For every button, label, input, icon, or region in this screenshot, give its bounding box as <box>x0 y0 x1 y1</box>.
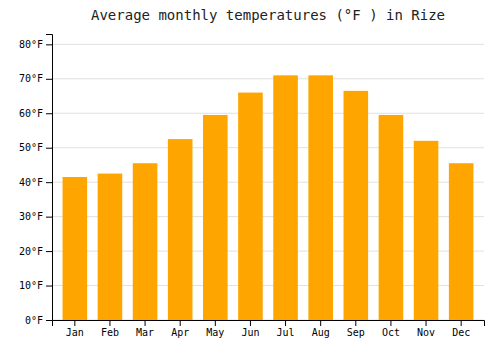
y-tick: 0°F <box>25 315 52 326</box>
x-tick: Dec <box>452 320 470 338</box>
bar <box>238 93 263 320</box>
y-tick: 50°F <box>19 142 52 153</box>
grid-line <box>52 44 484 45</box>
x-tick: Jan <box>66 320 84 338</box>
y-tick: 40°F <box>19 177 52 188</box>
x-tick-label: Oct <box>382 327 400 338</box>
bar <box>168 139 193 320</box>
x-tick-label: Mar <box>136 327 154 338</box>
x-tick-label: Dec <box>452 327 470 338</box>
x-tick-mark <box>74 320 75 326</box>
bar <box>344 91 369 320</box>
plot: 0°F 10°F 20°F 30°F 40°F 50°F 60°F 70°F 80°F Jan Fe… <box>19 35 485 339</box>
x-tick-mark <box>355 320 356 326</box>
y-tick-mark <box>46 320 52 321</box>
y-tick: 60°F <box>19 108 52 119</box>
x-tick-mark <box>285 320 286 326</box>
y-tick: 80°F <box>19 39 52 50</box>
bars <box>63 75 474 320</box>
x-tick: Jun <box>241 320 259 338</box>
x-tick-mark <box>145 320 146 326</box>
y-tick: 20°F <box>19 246 52 257</box>
y-tick: 30°F <box>19 211 52 222</box>
x-tick-label: Sep <box>347 327 365 338</box>
y-tick-label: 80°F <box>19 39 43 50</box>
x-tick-mark <box>109 320 110 326</box>
x-tick-label: Aug <box>312 327 330 338</box>
x-tick: May <box>206 320 224 338</box>
x-tick-mark <box>320 320 321 326</box>
y-tick-label: 0°F <box>25 315 43 326</box>
y-tick-label: 10°F <box>19 280 43 291</box>
grid-line <box>52 78 484 79</box>
y-tick-label: 20°F <box>19 246 43 257</box>
x-tick-label: Nov <box>417 327 435 338</box>
x-tick: Sep <box>347 320 365 338</box>
y-tick-mark <box>46 79 52 80</box>
chart: 0°F 10°F 20°F 30°F 40°F 50°F 60°F 70°F 80°F Jan Fe… <box>0 0 500 350</box>
x-axis: Jan Feb Mar Apr May Jun Jul Aug Sep Oct Nov Dec <box>53 320 485 338</box>
y-tick-mark <box>46 148 52 149</box>
y-tick-label: 70°F <box>19 73 43 84</box>
y-tick-mark <box>46 251 52 252</box>
x-tick-label: Apr <box>171 327 189 338</box>
grid <box>52 44 484 320</box>
x-tick: Feb <box>101 320 119 338</box>
y-tick-mark <box>46 44 52 45</box>
x-tick-label: Jun <box>241 327 259 338</box>
x-tick: Mar <box>136 320 154 338</box>
y-tick-label: 40°F <box>19 177 43 188</box>
y-tick-mark <box>46 217 52 218</box>
grid-line <box>52 113 484 114</box>
y-axis-line <box>46 35 53 321</box>
bar <box>449 163 474 320</box>
x-tick-mark <box>180 320 181 326</box>
bar <box>98 174 123 320</box>
bar <box>273 75 298 320</box>
x-tick-mark <box>461 320 462 326</box>
y-tick-mark <box>46 113 52 114</box>
x-tick-label: Feb <box>101 327 119 338</box>
x-tick-label: May <box>206 327 224 338</box>
bar <box>308 75 333 320</box>
title: Average monthly temperatures (°F ) in Ri… <box>91 7 445 23</box>
x-tick: Jul <box>277 320 295 338</box>
x-tick-label: Jul <box>277 327 295 338</box>
y-tick-mark <box>46 286 52 287</box>
y-axis: 0°F 10°F 20°F 30°F 40°F 50°F 60°F 70°F 80°F <box>19 35 53 326</box>
bar <box>133 163 158 320</box>
y-tick: 10°F <box>19 280 52 291</box>
x-tick-mark <box>250 320 251 326</box>
y-tick-label: 30°F <box>19 211 43 222</box>
x-tick: Nov <box>417 320 435 338</box>
y-tick: 70°F <box>19 73 52 84</box>
x-axis-line <box>53 321 485 327</box>
bar <box>379 115 404 320</box>
x-tick: Aug <box>312 320 330 338</box>
bar <box>63 177 88 320</box>
x-tick-mark <box>426 320 427 326</box>
x-tick: Apr <box>171 320 189 338</box>
bar <box>203 115 228 320</box>
y-tick-label: 60°F <box>19 108 43 119</box>
bar <box>414 141 439 320</box>
y-tick-mark <box>46 182 52 183</box>
y-tick-label: 50°F <box>19 142 43 153</box>
x-tick: Oct <box>382 320 400 338</box>
x-tick-label: Jan <box>66 327 84 338</box>
x-tick-mark <box>215 320 216 326</box>
x-tick-mark <box>390 320 391 326</box>
